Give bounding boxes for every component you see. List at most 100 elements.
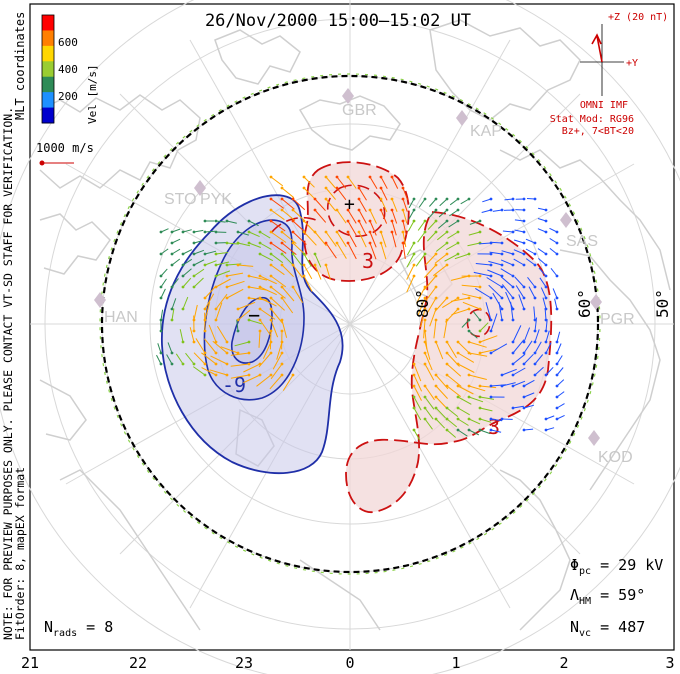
velocity-vector [171,308,175,321]
velocity-vector [391,231,397,248]
velocity-vector [435,341,444,360]
velocity-vector [429,198,437,207]
colorbar-band [42,15,54,31]
velocity-vector [540,287,547,299]
velocity-vector [502,230,514,233]
velocity-vector [402,187,409,201]
velocity-vector [281,198,295,210]
velocity-vector [193,259,205,266]
colorbar-band [42,76,54,93]
station-marker-icon [94,292,106,308]
velocity-vector [230,363,250,367]
station-kap: KAP [456,110,502,140]
velocity-vector [220,346,239,354]
fit-order-note: FitOrder: 8, mapEX format [13,467,27,640]
velocity-vector [485,302,492,321]
velocity-vector [215,302,223,321]
velocity-vector [193,249,205,255]
velocity-vector [391,198,398,212]
velocity-vector [512,339,525,354]
velocity-vector [534,341,542,354]
velocity-vector [446,363,462,377]
velocity-vector [457,363,475,373]
velocity-vector [424,341,431,360]
velocity-vector [325,264,331,280]
imf-model-line2: Bz+, 7<BT<20 [562,126,634,137]
pos-contour-top-inner [327,184,386,237]
velocity-vector [314,209,327,223]
velocity-vector [523,327,531,343]
velocity-vector [270,319,279,338]
velocity-vector [336,176,347,189]
velocity-vector [500,259,514,266]
velocity-vector [210,355,228,365]
velocity-vector [468,231,481,236]
imf-z-label: +Z (20 nT) [608,12,668,23]
velocity-vector [450,275,470,281]
velocity-colorbar: 600 400 200 Vel [m/s] [41,14,99,124]
velocity-vector [424,418,433,430]
velocity-vector [545,366,554,376]
velocity-vector [413,363,422,382]
reference-vector-arrow [39,160,74,166]
velocity-vector [259,297,277,307]
velocity-vector [182,296,189,310]
velocity-vector [243,363,261,373]
velocity-vector [552,288,558,299]
velocity-vector [413,396,422,411]
velocity-vector [490,313,498,332]
velocity-vector [406,275,415,293]
heppner-maynard-boundary [100,74,600,574]
station-marker-icon [194,180,206,196]
velocity-vector [413,407,422,421]
velocity-vector [215,220,226,223]
imf-model-line1: Stat Mod: RG96 [550,114,634,125]
velocity-vector [282,374,294,391]
velocity-vector [270,242,287,254]
velocity-vector [469,220,481,225]
velocity-vector [402,220,407,236]
velocity-vector [292,198,306,211]
velocity-vector [215,261,230,266]
velocity-vector [314,198,326,212]
velocity-vector [230,352,250,356]
mlt-tick-21: 21 [21,654,39,672]
velocity-vector [513,258,525,266]
colorbar-tick-200: 200 [58,90,78,103]
velocity-vector [281,264,294,278]
velocity-vector [434,253,448,264]
velocity-vector [457,396,472,405]
velocity-vector [435,407,446,419]
neg-min-marker: − [248,303,260,327]
velocity-vector [193,239,204,244]
velocity-vector [325,242,337,259]
velocity-vector [369,231,377,248]
velocity-vector [171,298,177,310]
velocity-vector [468,341,487,348]
velocity-vector [545,427,555,431]
velocity-vector [325,231,337,247]
velocity-vector [549,227,558,233]
velocity-vector [417,297,426,316]
velocity-vector [380,209,388,224]
velocity-vector [443,319,448,339]
velocity-vector [478,242,492,245]
velocity-vector [416,286,426,304]
velocity-vector [537,207,547,211]
velocity-vector [408,209,415,220]
velocity-vector [490,418,503,422]
velocity-vector [534,366,544,376]
velocity-vector [160,228,169,233]
velocity-vector [212,340,228,354]
velocity-vector [417,231,426,243]
mlt-tick-3: 3 [665,654,674,672]
plot-title: 26/Nov/2000 15:00–15:02 UT [205,11,471,31]
velocity-vector [512,367,526,376]
velocity-vector [407,220,415,232]
velocity-vector [325,187,336,200]
velocity-vector [269,374,283,390]
velocity-vector [303,187,316,200]
velocity-vector [505,291,514,310]
velocity-vector [479,322,489,332]
velocity-vector [468,429,480,436]
